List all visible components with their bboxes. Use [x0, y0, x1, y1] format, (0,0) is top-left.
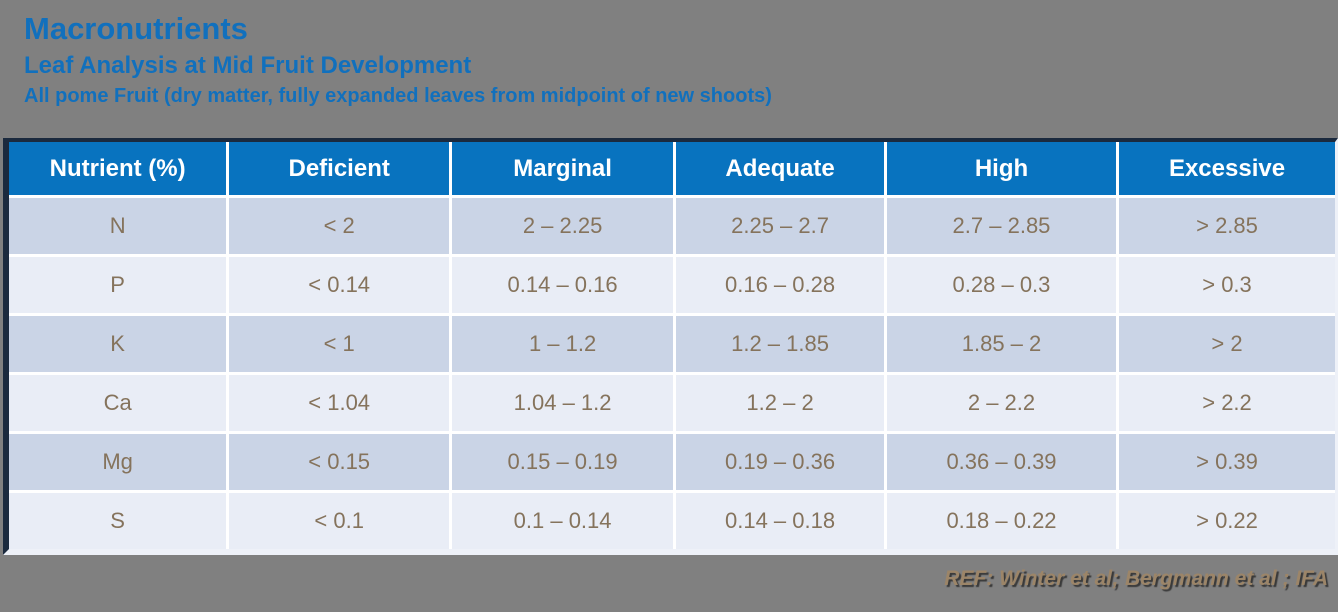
nutrient-table-container: Nutrient (%) Deficient Marginal Adequate…: [3, 138, 1338, 555]
marginal-cell: 0.1 – 0.14: [450, 491, 677, 549]
page-note: All pome Fruit (dry matter, fully expand…: [24, 85, 772, 108]
high-cell: 1.85 – 2: [885, 314, 1120, 375]
deficient-cell: < 0.15: [227, 432, 453, 493]
column-header-deficient: Deficient: [227, 142, 453, 198]
nutrient-cell: Ca: [9, 373, 230, 434]
table-header-row: Nutrient (%) Deficient Marginal Adequate…: [9, 142, 1335, 198]
marginal-cell: 1.04 – 1.2: [450, 373, 677, 434]
marginal-cell: 0.15 – 0.19: [450, 432, 677, 493]
nutrient-cell: S: [9, 491, 230, 549]
deficient-cell: < 0.1: [227, 491, 453, 549]
excessive-cell: > 0.22: [1117, 491, 1335, 549]
column-header-excessive: Excessive: [1117, 142, 1335, 198]
excessive-cell: > 0.3: [1117, 255, 1335, 316]
reference-text: REF: Winter et al; Bergmann et al ; IFA: [944, 567, 1328, 590]
nutrient-cell: Mg: [9, 432, 230, 493]
page-subtitle: Leaf Analysis at Mid Fruit Development: [24, 52, 472, 80]
adequate-cell: 1.2 – 1.85: [674, 314, 887, 375]
marginal-cell: 2 – 2.25: [450, 196, 677, 257]
deficient-cell: < 1: [227, 314, 453, 375]
high-cell: 2 – 2.2: [885, 373, 1120, 434]
adequate-cell: 2.25 – 2.7: [674, 196, 887, 257]
column-header-nutrient: Nutrient (%): [9, 142, 230, 198]
high-cell: 0.36 – 0.39: [885, 432, 1120, 493]
column-header-marginal: Marginal: [450, 142, 677, 198]
high-cell: 2.7 – 2.85: [885, 196, 1120, 257]
adequate-cell: 1.2 – 2: [674, 373, 887, 434]
excessive-cell: > 2.85: [1117, 196, 1335, 257]
deficient-cell: < 2: [227, 196, 453, 257]
excessive-cell: > 0.39: [1117, 432, 1335, 493]
excessive-cell: > 2.2: [1117, 373, 1335, 434]
high-cell: 0.28 – 0.3: [885, 255, 1120, 316]
column-header-adequate: Adequate: [674, 142, 887, 198]
adequate-cell: 0.16 – 0.28: [674, 255, 887, 316]
title-block: Macronutrients Leaf Analysis at Mid Frui…: [24, 11, 772, 108]
table-row: P < 0.14 0.14 – 0.16 0.16 – 0.28 0.28 – 0.3 >…: [9, 255, 1335, 316]
adequate-cell: 0.19 – 0.36: [674, 432, 887, 493]
nutrient-cell: N: [9, 196, 230, 257]
deficient-cell: < 0.14: [227, 255, 453, 316]
nutrient-table: Nutrient (%) Deficient Marginal Adequate…: [9, 142, 1335, 549]
column-header-high: High: [885, 142, 1120, 198]
nutrient-cell: K: [9, 314, 230, 375]
marginal-cell: 1 – 1.2: [450, 314, 677, 375]
marginal-cell: 0.14 – 0.16: [450, 255, 677, 316]
table-row: Mg < 0.15 0.15 – 0.19 0.19 – 0.36 0.36 – 0.3…: [9, 432, 1335, 493]
high-cell: 0.18 – 0.22: [885, 491, 1120, 549]
page-title: Macronutrients: [24, 11, 248, 46]
table-row: S < 0.1 0.1 – 0.14 0.14 – 0.18 0.18 – 0.22 > …: [9, 491, 1335, 549]
nutrient-cell: P: [9, 255, 230, 316]
adequate-cell: 0.14 – 0.18: [674, 491, 887, 549]
deficient-cell: < 1.04: [227, 373, 453, 434]
excessive-cell: > 2: [1117, 314, 1335, 375]
